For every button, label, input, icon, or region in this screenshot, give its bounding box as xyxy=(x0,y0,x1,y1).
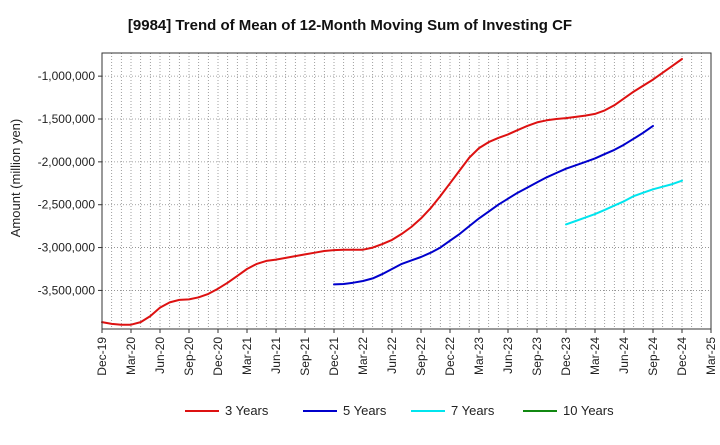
chart-title: [9984] Trend of Mean of 12-Month Moving … xyxy=(128,17,572,34)
series-line-7-years xyxy=(565,179,683,226)
x-tick-label: Mar-24 xyxy=(588,337,602,375)
plot-border xyxy=(101,52,712,330)
x-tick-label: Jun-20 xyxy=(153,337,167,374)
x-tick-label: Sep-24 xyxy=(646,337,660,376)
x-axis-ticks: Dec-19 Mar-20 Jun-20 Sep-20 Dec-20 Mar-21 Jun-… xyxy=(95,329,718,376)
grid-lines xyxy=(102,53,711,329)
x-tick-label: Dec-20 xyxy=(211,337,225,376)
x-tick-label: Dec-22 xyxy=(443,337,457,376)
y-tick-label: -3,000,000 xyxy=(38,241,96,255)
x-tick-label: Mar-22 xyxy=(356,337,370,375)
x-tick-label: Mar-25 xyxy=(704,337,718,375)
x-tick-label: Jun-24 xyxy=(617,337,631,374)
legend-label-10-years: 10 Years xyxy=(563,403,614,418)
x-tick-label: Sep-20 xyxy=(182,337,196,376)
legend-label-7-years: 7 Years xyxy=(451,403,495,418)
y-tick-label: -2,500,000 xyxy=(38,198,96,212)
x-tick-label: Dec-19 xyxy=(95,337,109,376)
series-line-5-years xyxy=(333,124,654,286)
plot-area xyxy=(102,53,711,329)
x-tick-label: Sep-23 xyxy=(530,337,544,376)
x-tick-label: Dec-23 xyxy=(559,337,573,376)
x-tick-label: Sep-22 xyxy=(414,337,428,376)
y-tick-label: -1,500,000 xyxy=(38,112,96,126)
x-tick-label: Mar-20 xyxy=(124,337,138,375)
y-tick-label: -2,000,000 xyxy=(38,155,96,169)
x-tick-label: Jun-23 xyxy=(501,337,515,374)
x-tick-label: Mar-23 xyxy=(472,337,486,375)
y-axis-ticks: -1,000,000 -1,500,000 -2,000,000 -2,500,000… xyxy=(38,69,102,297)
series-line-3-years xyxy=(101,58,683,326)
x-tick-label: Jun-22 xyxy=(385,337,399,374)
y-axis-label: Amount (million yen) xyxy=(8,119,23,238)
legend-label-3-years: 3 Years xyxy=(225,403,269,418)
legend: 3 Years 5 Years 7 Years 10 Years xyxy=(185,403,614,418)
series-lines xyxy=(101,58,683,326)
y-tick-label: -1,000,000 xyxy=(38,69,96,83)
legend-label-5-years: 5 Years xyxy=(343,403,387,418)
y-tick-label: -3,500,000 xyxy=(38,283,96,297)
x-tick-label: Mar-21 xyxy=(240,337,254,375)
x-tick-label: Dec-24 xyxy=(675,337,689,376)
x-tick-label: Sep-21 xyxy=(298,337,312,376)
x-tick-label: Dec-21 xyxy=(327,337,341,376)
x-tick-label: Jun-21 xyxy=(269,337,283,374)
